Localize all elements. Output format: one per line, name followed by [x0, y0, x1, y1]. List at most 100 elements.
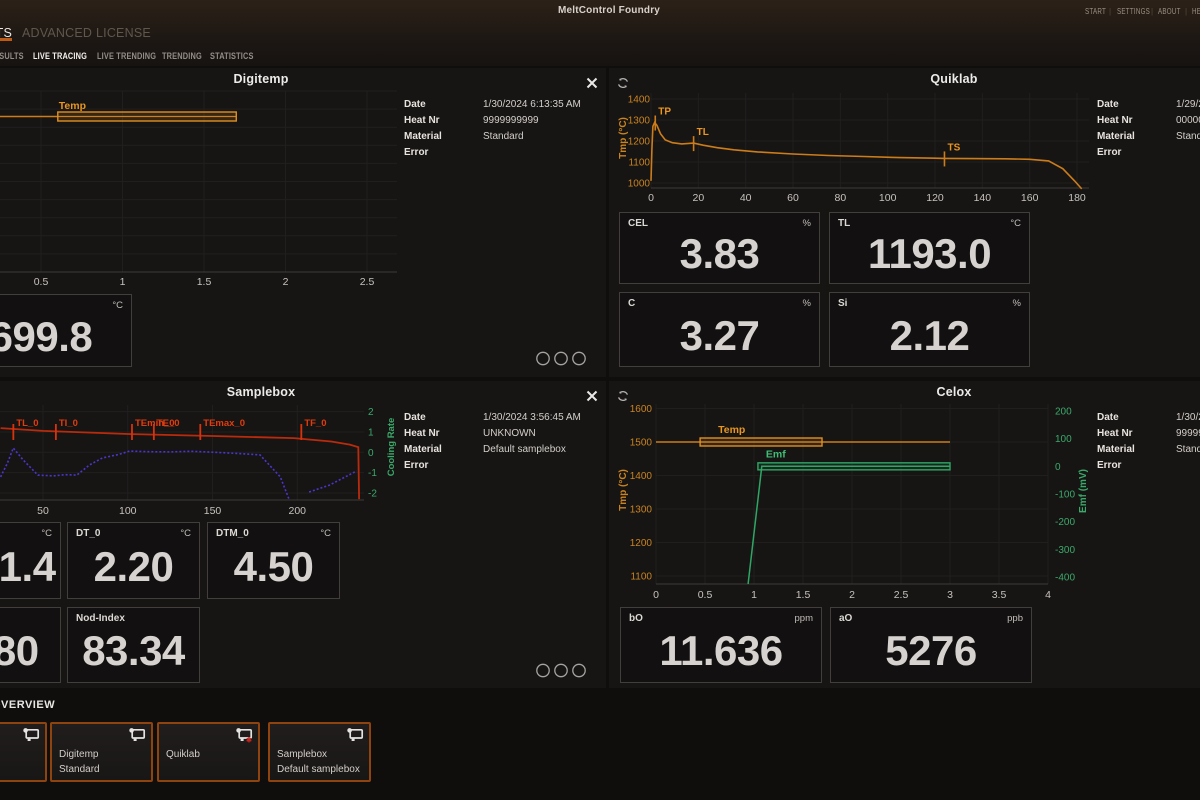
panel-title-digitemp: Digitemp [233, 72, 289, 86]
panel-title-celox: Celox [936, 385, 972, 399]
menu-start[interactable]: START [1085, 7, 1107, 16]
info-date-label: Date [1097, 99, 1119, 110]
panel-title-quiklab: Quiklab [930, 72, 978, 86]
value-number: 4.50 [233, 542, 314, 590]
svg-text:0.5: 0.5 [34, 276, 49, 288]
panel-samplebox: 2 1 0 -1 -2 50 100 150 200 Cooling Rate TL_0 TI_0 TE… [0, 381, 606, 688]
svg-text:Temp: Temp [718, 424, 745, 436]
svg-text:0.5: 0.5 [698, 589, 713, 601]
info-heat-value: 9999999999 [483, 115, 539, 126]
svg-text:1: 1 [120, 276, 126, 288]
value-box-tl: TL °C 1193.0 [829, 212, 1030, 284]
value-unit: °C [1010, 218, 1021, 229]
value-box-bo: bO ppm 11.636 [620, 607, 822, 683]
quiklab-chart: 1400 1300 1200 1100 1000 0 20 40 60 80 100 120 140 16… [618, 93, 1089, 204]
tab-results[interactable]: RESULTS [0, 51, 24, 61]
value-number: 2.12 [889, 311, 970, 359]
svg-text:1300: 1300 [630, 505, 653, 516]
refresh-icon[interactable] [617, 389, 629, 401]
value-unit: °C [180, 528, 191, 539]
value-box-dt0: DT_0 °C 2.20 [67, 522, 200, 599]
display-icon [23, 728, 40, 743]
svg-text:TS: TS [947, 142, 960, 153]
mainmenu-license[interactable]: LICENSE [96, 26, 151, 40]
overview-card-digitemp[interactable]: Digitemp Standard [50, 722, 153, 782]
svg-text:1400: 1400 [630, 471, 653, 482]
value-number: 5276 [885, 627, 977, 674]
digitemp-chart: 0.5 1 1.5 2 2.5 Temp [0, 90, 397, 288]
info-date-label: Date [404, 99, 426, 110]
info-error-label: Error [1097, 460, 1122, 471]
info-material-value: Standard [483, 131, 524, 142]
svg-text:200: 200 [288, 505, 306, 517]
svg-text:2: 2 [368, 407, 374, 418]
info-block: Date 1/30/2024 6:13:35 AM Heat Nr 99999999… [404, 95, 599, 159]
info-material-value: Standard [1176, 444, 1200, 455]
svg-text:-400: -400 [1055, 573, 1075, 584]
svg-text:TP: TP [658, 107, 671, 118]
svg-text:-2: -2 [368, 489, 377, 500]
tab-statistics[interactable]: STATISTICS [210, 51, 254, 61]
mainmenu-measurements[interactable]: MEASUREMENTS [0, 26, 12, 41]
menu-settings[interactable]: SETTINGS [1117, 7, 1151, 16]
info-heat-label: Heat Nr [404, 428, 440, 439]
svg-text:0: 0 [653, 589, 659, 601]
panel-digitemp: 0.5 1 1.5 2 2.5 Temp Digitemp Date 1/30/2024 6… [0, 68, 606, 377]
svg-text:TE_0: TE_0 [157, 418, 180, 429]
value-number: 3.83 [679, 230, 760, 277]
svg-text:TL_0: TL_0 [16, 418, 38, 429]
close-icon[interactable] [586, 76, 598, 89]
info-date-label: Date [1097, 412, 1119, 423]
card-line1: Samplebox [277, 749, 328, 760]
value-unit: °C [320, 528, 331, 539]
value-label: C [628, 298, 636, 309]
pager-dots[interactable] [535, 350, 595, 372]
svg-text:0: 0 [368, 448, 374, 459]
svg-text:1100: 1100 [630, 572, 652, 583]
refresh-icon[interactable] [617, 76, 629, 88]
close-icon[interactable] [586, 389, 598, 402]
tab-live-trending[interactable]: LIVE TRENDING [97, 51, 157, 61]
svg-text:Emf (mV): Emf (mV) [1078, 469, 1089, 513]
svg-text:1: 1 [751, 589, 757, 601]
overview-card-samplebox[interactable]: Samplebox Default samplebox [268, 722, 371, 782]
svg-text:180: 180 [1068, 192, 1086, 204]
info-heat-value: 0000000000 [1176, 115, 1200, 126]
value-box-dtm0: DTM_0 °C 4.50 [207, 522, 340, 599]
svg-text:Cooling Rate: Cooling Rate [386, 418, 397, 477]
info-heat-label: Heat Nr [1097, 428, 1133, 439]
value-box-ao: aO ppb 5276 [830, 607, 1032, 683]
svg-text:1500: 1500 [630, 438, 653, 449]
menu-help[interactable]: HELP [1192, 7, 1200, 16]
svg-text:2.5: 2.5 [360, 276, 375, 288]
info-material-label: Material [404, 444, 442, 455]
info-block: Date 1/29/2024 11:02:10 PM Heat Nr 0000000… [1097, 95, 1200, 159]
value-unit: ppm [794, 613, 813, 624]
svg-text:1200: 1200 [630, 538, 653, 549]
menu-about[interactable]: ABOUT [1158, 7, 1181, 16]
tab-trending[interactable]: TRENDING [162, 51, 202, 61]
svg-text:1.5: 1.5 [796, 589, 811, 601]
value-box-digitemp-temp: °C 1699.8 [0, 294, 132, 367]
svg-text:150: 150 [204, 505, 222, 517]
panel-quiklab: 1400 1300 1200 1100 1000 0 20 40 60 80 100 120 140 16… [609, 68, 1200, 377]
value-unit: °C [112, 300, 123, 311]
pager-dots[interactable] [535, 662, 595, 684]
overview-card-1[interactable] [0, 722, 47, 782]
info-date-label: Date [404, 412, 426, 423]
value-box-cel: CEL % 3.83 [619, 212, 820, 284]
value-number: 1180 [0, 627, 39, 674]
info-heat-value: 9999999999 [1176, 428, 1200, 439]
samplebox-chart: 2 1 0 -1 -2 50 100 150 200 Cooling Rate TL_0 TI_0 TE… [0, 405, 397, 517]
svg-text:1: 1 [368, 427, 374, 438]
card-line1: Digitemp [59, 749, 99, 760]
info-material-value: Default samplebox [483, 444, 566, 455]
svg-text:Tmp (°C): Tmp (°C) [618, 117, 629, 159]
svg-text:2.5: 2.5 [894, 589, 909, 601]
svg-text:Emf: Emf [766, 448, 786, 460]
value-label: Si [838, 298, 848, 309]
info-date-value: 1/30/2024 3:56:45 AM [483, 412, 581, 423]
mainmenu-advanced[interactable]: ADVANCED [22, 26, 93, 40]
tab-live-tracing[interactable]: LIVE TRACING [33, 51, 88, 61]
overview-card-quiklab[interactable]: Quiklab [157, 722, 260, 782]
